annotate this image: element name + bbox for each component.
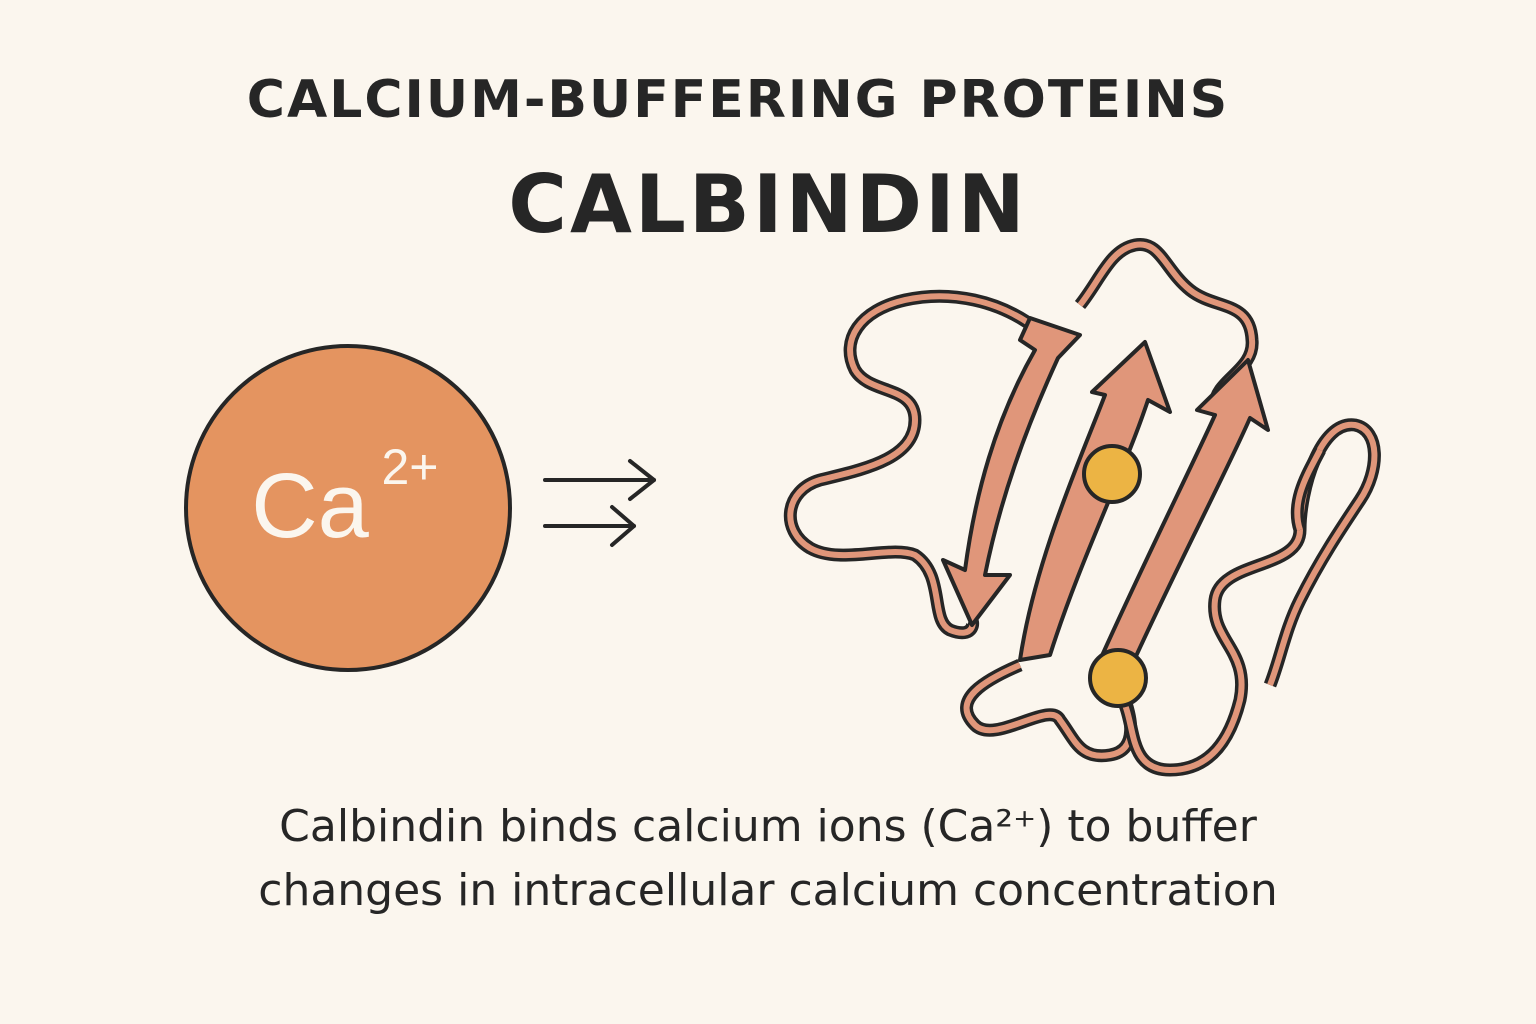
protein-title: CALBINDIN xyxy=(508,158,1028,251)
double-right-arrow-icon xyxy=(543,459,656,547)
beta-strand-2 xyxy=(1018,340,1172,662)
caption: Calbindin binds calcium ions (Ca²⁺) to b… xyxy=(0,795,1536,923)
ion-charge: 2+ xyxy=(381,439,438,495)
diagram-heading: CALCIUM-BUFFERING PROTEINS xyxy=(246,70,1230,130)
ion-symbol: Ca xyxy=(251,455,369,557)
calcium-binding-site-icon xyxy=(1082,444,1142,504)
caption-line-1: Calbindin binds calcium ions (Ca²⁺) to b… xyxy=(279,801,1257,852)
calcium-ion: Ca 2+ xyxy=(184,344,512,672)
calcium-binding-site-icon xyxy=(1088,648,1148,708)
caption-line-2: changes in intracellular calcium concent… xyxy=(258,865,1278,916)
beta-strand-3 xyxy=(1098,358,1270,667)
calbindin-protein-icon xyxy=(790,244,1374,770)
beta-strand-1 xyxy=(941,316,1082,627)
